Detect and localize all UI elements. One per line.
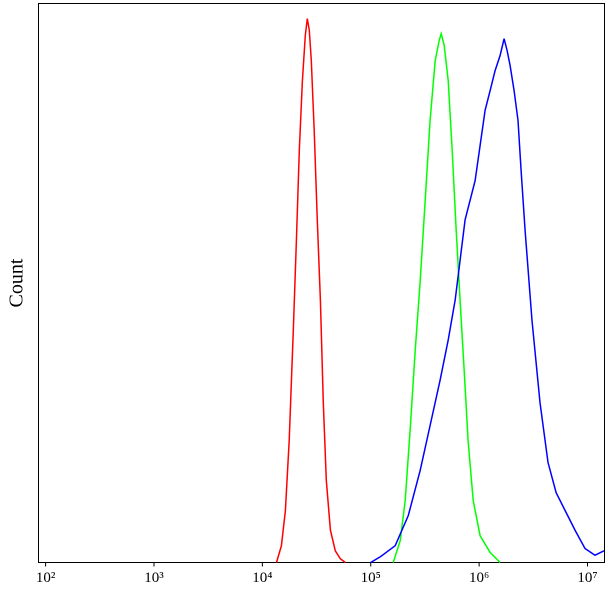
y-axis-label: Count (6, 258, 28, 307)
x-tick-label: 10³ (144, 570, 164, 586)
x-tick-label: 10⁷ (577, 570, 597, 586)
x-tick-label: 10² (36, 570, 56, 586)
histogram-line (370, 38, 605, 564)
x-tick-label: 10⁴ (252, 570, 272, 586)
histogram-line (392, 30, 501, 564)
x-tick-label: 10⁶ (469, 570, 489, 586)
histogram-line (275, 18, 346, 564)
x-tick-label: 10⁵ (361, 570, 381, 586)
plot-frame (38, 3, 605, 563)
